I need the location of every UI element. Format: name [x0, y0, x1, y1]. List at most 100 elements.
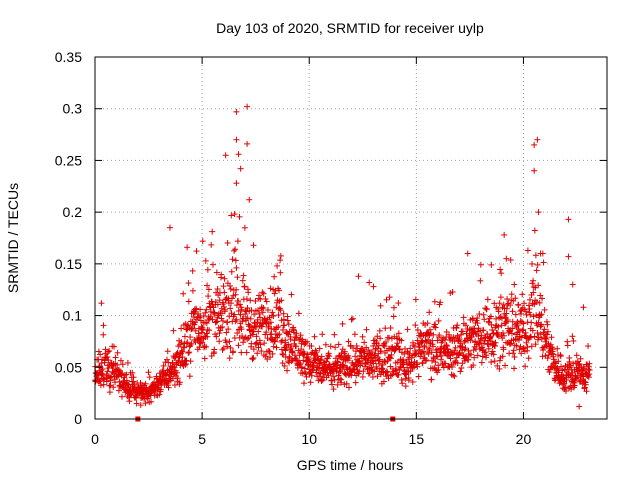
x-tick-label: 15	[409, 431, 425, 447]
data-point	[253, 333, 260, 340]
plot-frame	[94, 56, 608, 420]
x-tick-label: 20	[516, 431, 532, 447]
data-point	[258, 304, 265, 311]
data-point	[544, 355, 551, 362]
data-point	[247, 297, 254, 304]
data-point	[463, 330, 470, 337]
data-point	[377, 335, 384, 342]
data-point	[376, 356, 383, 363]
data-point	[530, 289, 537, 296]
data-point	[460, 314, 467, 321]
data-point	[202, 309, 209, 316]
data-point	[100, 381, 107, 388]
data-point	[213, 269, 220, 276]
data-point	[219, 299, 226, 306]
data-point	[288, 358, 295, 365]
data-point	[412, 351, 419, 358]
data-point	[277, 257, 284, 264]
data-point	[356, 358, 363, 365]
data-point	[281, 322, 288, 329]
data-point	[208, 241, 215, 248]
data-point	[193, 248, 200, 255]
data-point	[235, 151, 242, 158]
data-point	[522, 329, 529, 336]
data-point	[286, 328, 293, 335]
data-point	[499, 330, 506, 337]
data-point	[519, 291, 526, 298]
data-point	[507, 340, 514, 347]
data-point	[527, 334, 534, 341]
data-point	[293, 343, 300, 350]
data-point	[402, 383, 409, 390]
data-point	[412, 322, 419, 329]
data-point	[235, 297, 242, 304]
data-point	[523, 339, 530, 346]
data-point	[267, 319, 274, 326]
data-point	[185, 280, 192, 287]
data-point	[104, 354, 111, 361]
data-point	[435, 317, 442, 324]
data-point	[569, 333, 576, 340]
data-point	[458, 365, 465, 372]
data-point	[570, 337, 577, 344]
data-point	[192, 327, 199, 334]
data-point	[571, 382, 578, 389]
data-point	[237, 165, 244, 172]
data-point	[304, 338, 311, 345]
data-point	[243, 296, 250, 303]
data-point	[229, 295, 236, 302]
data-point	[581, 384, 588, 391]
data-point	[562, 387, 569, 394]
data-point	[178, 325, 185, 332]
data-point	[98, 300, 105, 307]
data-point	[228, 310, 235, 317]
data-point	[220, 301, 227, 308]
data-point	[265, 324, 272, 331]
data-point	[133, 400, 140, 407]
data-point	[179, 354, 186, 361]
data-point	[450, 372, 457, 379]
data-point	[209, 228, 216, 235]
data-point	[218, 271, 225, 278]
data-point	[383, 368, 390, 375]
data-point	[232, 318, 239, 325]
data-point	[310, 362, 317, 369]
data-point	[258, 348, 265, 355]
data-point	[453, 325, 460, 332]
data-point	[98, 372, 105, 379]
data-point	[398, 337, 405, 344]
data-point	[271, 338, 278, 345]
data-point	[231, 247, 238, 254]
data-point	[411, 364, 418, 371]
data-point	[585, 343, 592, 350]
data-point	[256, 337, 263, 344]
data-point	[544, 321, 551, 328]
data-point	[482, 349, 489, 356]
data-point	[504, 317, 511, 324]
data-point	[222, 296, 229, 303]
data-point	[181, 333, 188, 340]
data-point	[352, 353, 359, 360]
data-point	[270, 313, 277, 320]
data-point	[123, 371, 130, 378]
data-point	[261, 340, 268, 347]
data-point	[557, 353, 564, 360]
data-point	[277, 269, 284, 276]
data-point	[257, 296, 264, 303]
data-point	[503, 255, 510, 262]
data-point	[492, 342, 499, 349]
data-point	[256, 310, 263, 317]
data-point	[227, 285, 234, 292]
data-point	[488, 321, 495, 328]
data-point	[166, 224, 173, 231]
x-tick-label: 10	[301, 431, 317, 447]
data-point	[267, 285, 274, 292]
data-point	[224, 319, 231, 326]
data-point	[288, 291, 295, 298]
data-point	[421, 344, 428, 351]
data-point	[409, 378, 416, 385]
y-tick-label: 0.05	[55, 359, 82, 375]
data-point	[142, 380, 149, 387]
data-point	[576, 403, 583, 410]
data-point	[382, 325, 389, 332]
